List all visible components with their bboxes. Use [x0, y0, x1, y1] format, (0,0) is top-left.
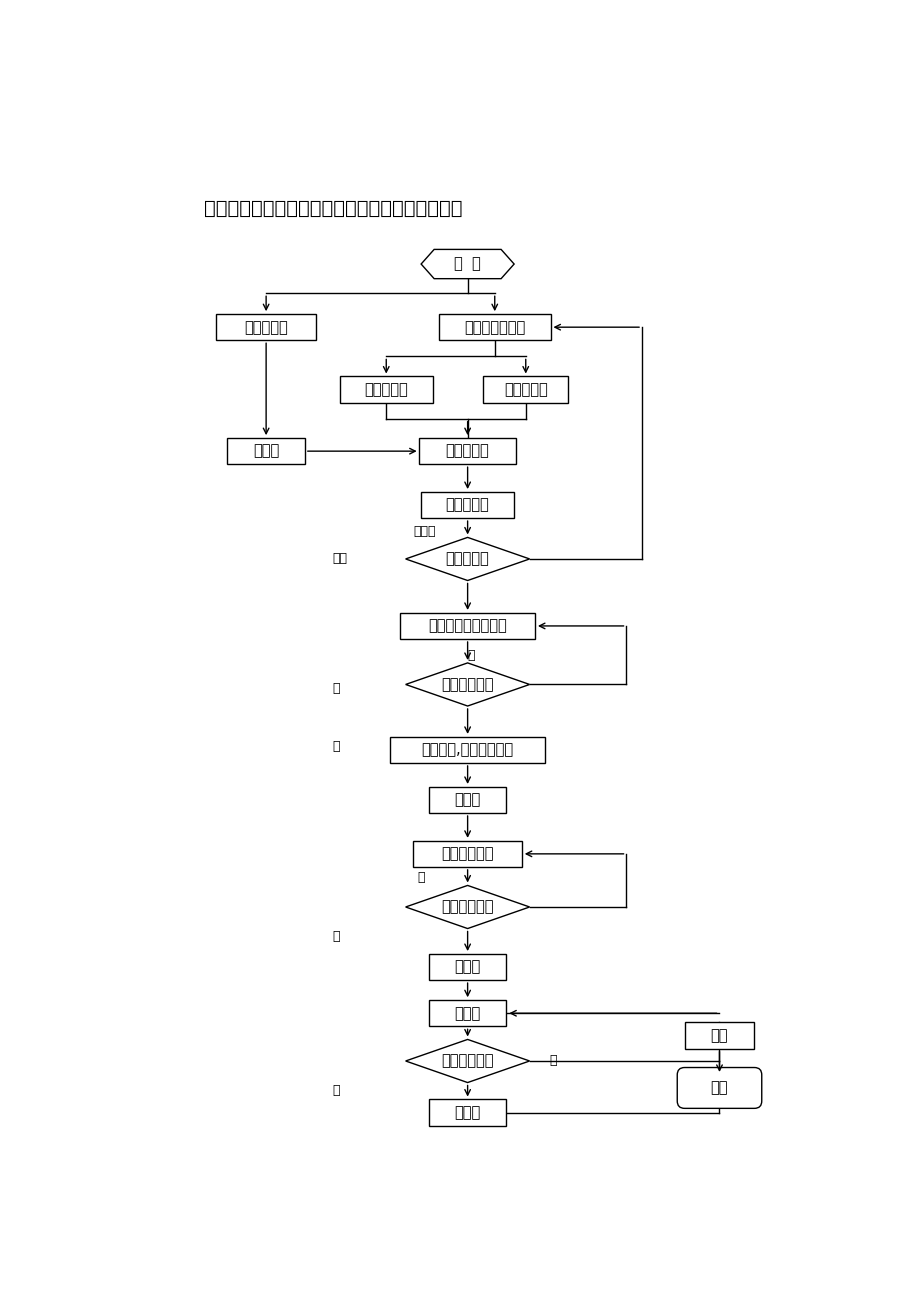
Text: 梁体混凝土灌注后养: 梁体混凝土灌注后养 — [427, 618, 506, 634]
Text: 预应力筋检: 预应力筋检 — [244, 320, 288, 335]
Text: 是: 是 — [332, 682, 339, 695]
Text: 初张拉: 初张拉 — [454, 960, 481, 975]
Bar — [482, 376, 568, 402]
Text: 封端: 封端 — [710, 1029, 728, 1043]
Text: 张拉施工方案设: 张拉施工方案设 — [463, 320, 525, 335]
Polygon shape — [405, 538, 529, 581]
Bar — [428, 1099, 505, 1126]
Text: 四、后张法箱梁预应力张拉工艺及质量控制流程图: 四、后张法箱梁预应力张拉工艺及质量控制流程图 — [204, 199, 462, 219]
Text: 否: 否 — [417, 871, 425, 884]
Text: 否: 否 — [467, 650, 475, 663]
Text: 拆除端模,拆除或松开内: 拆除端模,拆除或松开内 — [421, 742, 513, 758]
Bar — [419, 437, 516, 465]
Text: 张拉工艺检: 张拉工艺检 — [446, 552, 489, 566]
FancyBboxPatch shape — [676, 1068, 761, 1108]
Bar — [227, 437, 304, 465]
Text: 存梁台座上养: 存梁台座上养 — [441, 846, 494, 862]
Bar — [339, 376, 432, 402]
Bar — [428, 954, 505, 980]
Bar — [428, 1000, 505, 1026]
Text: 达到初张拉条: 达到初张拉条 — [441, 900, 494, 914]
Text: 开  始: 开 始 — [454, 256, 481, 272]
Text: 合格: 合格 — [332, 552, 346, 565]
Text: 达到终张拉条: 达到终张拉条 — [441, 1053, 494, 1069]
Text: 锚具夹具检: 锚具夹具检 — [364, 381, 408, 397]
Bar — [413, 841, 521, 867]
Polygon shape — [405, 1039, 529, 1082]
Text: 不合格: 不合格 — [414, 525, 436, 538]
Text: 预张拉: 预张拉 — [454, 793, 481, 807]
Text: 张拉工艺试: 张拉工艺试 — [446, 497, 489, 513]
Text: 松弛试: 松弛试 — [253, 444, 279, 458]
Text: 否: 否 — [549, 1055, 556, 1068]
Bar — [421, 492, 514, 518]
Bar — [438, 314, 550, 340]
Text: 孔道摩阻试: 孔道摩阻试 — [446, 444, 489, 458]
Text: 继续养: 继续养 — [454, 1005, 481, 1021]
Polygon shape — [405, 663, 529, 706]
Text: 张拉设备校: 张拉设备校 — [504, 381, 547, 397]
Bar — [390, 737, 545, 763]
Bar — [216, 314, 316, 340]
Text: 终张拉: 终张拉 — [454, 1105, 481, 1120]
Text: 是: 是 — [332, 740, 339, 753]
Polygon shape — [405, 885, 529, 928]
Bar — [428, 786, 505, 812]
Bar — [684, 1022, 754, 1048]
Text: 是: 是 — [332, 930, 339, 943]
Text: 结束: 结束 — [710, 1081, 728, 1095]
Text: 是: 是 — [332, 1083, 339, 1096]
Bar — [400, 613, 535, 639]
Text: 达到预张拉条: 达到预张拉条 — [441, 677, 494, 691]
Polygon shape — [421, 250, 514, 279]
